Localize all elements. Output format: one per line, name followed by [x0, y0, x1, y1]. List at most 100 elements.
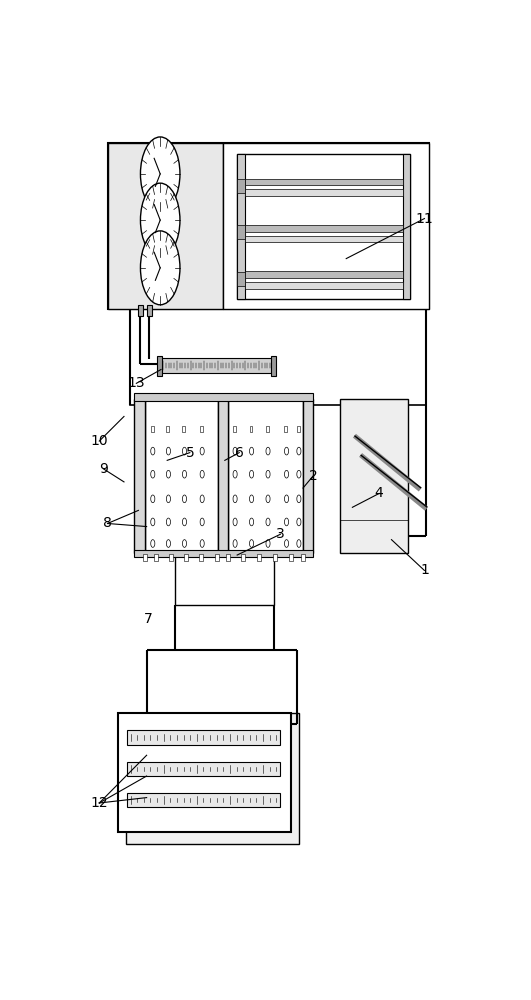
Bar — [250, 426, 252, 432]
Bar — [340, 399, 408, 553]
Bar — [257, 554, 261, 561]
Bar — [285, 426, 287, 432]
Circle shape — [285, 495, 289, 503]
Bar — [301, 554, 305, 561]
Circle shape — [183, 470, 186, 478]
Bar — [134, 393, 313, 401]
Text: 12: 12 — [90, 796, 108, 810]
Text: 1: 1 — [420, 563, 429, 577]
Circle shape — [183, 495, 186, 503]
Bar — [139, 305, 143, 316]
Circle shape — [183, 540, 186, 547]
Bar — [183, 426, 185, 432]
Text: 2: 2 — [309, 469, 318, 483]
Circle shape — [266, 495, 270, 503]
Bar — [157, 356, 162, 376]
Text: 8: 8 — [103, 516, 112, 530]
Circle shape — [297, 470, 301, 478]
Circle shape — [233, 495, 237, 503]
Circle shape — [166, 540, 170, 547]
Circle shape — [140, 231, 180, 305]
Circle shape — [250, 470, 254, 478]
Bar — [303, 399, 313, 553]
Bar — [161, 358, 272, 373]
Circle shape — [183, 447, 186, 455]
Circle shape — [200, 518, 204, 526]
Circle shape — [151, 470, 155, 478]
Bar — [118, 713, 290, 832]
Bar — [126, 713, 299, 844]
Bar — [228, 399, 303, 553]
Bar — [273, 554, 277, 561]
Text: 3: 3 — [276, 527, 285, 541]
Bar — [289, 554, 293, 561]
Circle shape — [233, 470, 237, 478]
Bar — [245, 236, 402, 242]
Bar — [215, 554, 219, 561]
Text: 4: 4 — [375, 486, 383, 500]
Bar — [199, 554, 203, 561]
Circle shape — [183, 518, 186, 526]
Circle shape — [250, 540, 254, 547]
Circle shape — [250, 518, 254, 526]
Circle shape — [297, 447, 301, 455]
Circle shape — [200, 470, 204, 478]
Bar — [245, 271, 402, 278]
Text: 7: 7 — [144, 612, 153, 626]
Circle shape — [250, 495, 254, 503]
Circle shape — [266, 540, 270, 547]
Text: 13: 13 — [127, 376, 145, 390]
Bar — [127, 793, 279, 807]
Bar — [166, 426, 169, 432]
Circle shape — [233, 447, 237, 455]
Bar — [107, 143, 223, 309]
Circle shape — [200, 447, 204, 455]
Bar — [237, 154, 245, 299]
Bar — [237, 225, 245, 239]
Circle shape — [166, 470, 170, 478]
Bar — [245, 179, 402, 185]
Circle shape — [285, 518, 289, 526]
Circle shape — [151, 447, 155, 455]
Circle shape — [151, 518, 155, 526]
Bar — [241, 554, 245, 561]
Bar — [107, 143, 429, 309]
Circle shape — [140, 137, 180, 211]
Circle shape — [285, 447, 289, 455]
Bar — [297, 426, 299, 432]
Bar — [169, 554, 173, 561]
Circle shape — [266, 470, 270, 478]
Circle shape — [140, 183, 180, 257]
Bar — [142, 554, 147, 561]
Text: 11: 11 — [416, 212, 433, 226]
Bar — [237, 179, 245, 193]
Bar — [233, 426, 236, 432]
Bar — [184, 554, 188, 561]
Bar — [271, 356, 276, 376]
Circle shape — [233, 518, 237, 526]
Text: 5: 5 — [185, 446, 194, 460]
Bar — [175, 551, 274, 605]
Circle shape — [285, 540, 289, 547]
Bar — [245, 282, 402, 289]
Bar — [245, 189, 402, 196]
Circle shape — [151, 495, 155, 503]
Circle shape — [266, 518, 270, 526]
Text: 9: 9 — [99, 462, 108, 476]
Bar — [127, 730, 279, 745]
Circle shape — [151, 540, 155, 547]
Circle shape — [250, 447, 254, 455]
Circle shape — [200, 495, 204, 503]
Bar — [266, 426, 269, 432]
Text: 6: 6 — [235, 446, 244, 460]
Bar — [130, 309, 426, 405]
Bar — [151, 426, 153, 432]
Text: 10: 10 — [90, 434, 108, 448]
Bar — [147, 305, 151, 316]
Circle shape — [166, 495, 170, 503]
Bar — [226, 554, 230, 561]
Bar — [134, 399, 144, 553]
Circle shape — [200, 540, 204, 547]
Circle shape — [166, 447, 170, 455]
Bar — [200, 426, 203, 432]
